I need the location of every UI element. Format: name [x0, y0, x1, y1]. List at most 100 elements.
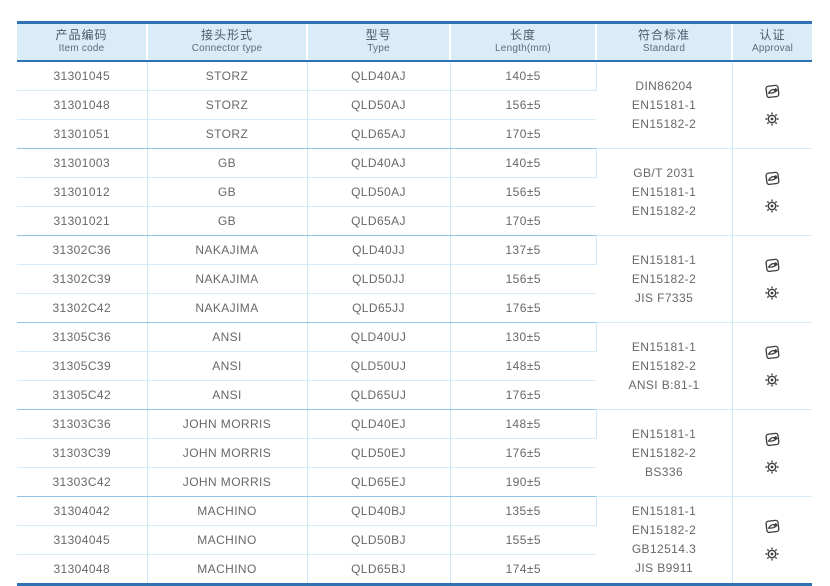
table-header: 产品编码 Item code 接头形式 Connector type 型号 Ty…: [17, 22, 812, 62]
cell-item-code: 31301045: [17, 61, 148, 91]
cell-type: QLD65UJ: [307, 380, 451, 410]
header-zh: 接头形式: [200, 28, 253, 42]
wheel-mark-icon: [764, 111, 780, 127]
wheel-mark-icon: [764, 459, 780, 475]
table-row: 31305C39 ANSI QLD50UJ 148±5: [17, 351, 812, 381]
cell-type: QLD65BJ: [307, 554, 451, 585]
cell-length: 176±5: [450, 293, 596, 323]
cell-type: QLD65AJ: [307, 206, 451, 236]
cell-type: QLD50AJ: [307, 177, 451, 207]
table-row: 31301051 STORZ QLD65AJ 170±5: [17, 119, 812, 149]
cell-length: 190±5: [450, 467, 596, 497]
cell-item-code: 31302C39: [17, 264, 148, 294]
cell-approval: [732, 235, 812, 323]
cell-approval: [732, 148, 812, 236]
cell-length: 156±5: [450, 177, 596, 207]
standard-line: EN15182-2: [631, 445, 697, 460]
standard-line: EN15181-1: [631, 252, 697, 267]
cell-connector-type: JOHN MORRIS: [147, 467, 308, 497]
cell-connector-type: NAKAJIMA: [147, 235, 308, 265]
standard-line: EN15182-2: [631, 116, 697, 131]
cell-connector-type: STORZ: [147, 90, 308, 120]
cell-type: QLD50AJ: [307, 90, 451, 120]
cell-standards: EN15181-1 EN15182-2 GB12514.3 JIS B9911: [596, 496, 733, 585]
standard-line: BS336: [644, 464, 684, 479]
approval-icons: [733, 431, 813, 475]
standard-line: ANSI B:81-1: [628, 377, 700, 392]
cell-connector-type: GB: [147, 148, 308, 178]
col-header-approval: 认证 Approval: [731, 22, 812, 62]
cell-length: 148±5: [450, 351, 596, 381]
product-spec-table: 产品编码 Item code 接头形式 Connector type 型号 Ty…: [17, 21, 812, 586]
cell-type: QLD50BJ: [307, 525, 451, 555]
table-row: 31305C42 ANSI QLD65UJ 176±5: [17, 380, 812, 410]
table-row: 31301048 STORZ QLD50AJ 156±5: [17, 90, 812, 120]
cell-item-code: 31301051: [17, 119, 148, 149]
cell-connector-type: STORZ: [147, 119, 308, 149]
table-row: 31301012 GB QLD50AJ 156±5: [17, 177, 812, 207]
cell-connector-type: MACHINO: [147, 554, 308, 585]
standard-line: JIS F7335: [634, 290, 694, 305]
certification-stamp-icon: [763, 83, 782, 100]
cell-type: QLD40JJ: [307, 235, 451, 265]
cell-approval: [732, 496, 812, 585]
cell-type: QLD40BJ: [307, 496, 451, 526]
standard-line: EN15182-2: [631, 523, 697, 537]
table-row: 31304042 MACHINO QLD40BJ 135±5 EN15181-1…: [17, 496, 812, 585]
cell-approval: [732, 61, 812, 149]
cell-length: 176±5: [450, 380, 596, 410]
cell-item-code: 31301012: [17, 177, 148, 207]
header-en: Item code: [58, 43, 105, 54]
header-en: Approval: [751, 43, 794, 54]
standard-line: EN15182-2: [631, 271, 697, 286]
cell-length: 137±5: [450, 235, 597, 265]
cell-connector-type: GB: [147, 206, 308, 236]
standard-line: GB/T 2031: [633, 165, 695, 180]
cell-item-code: 31303C39: [17, 438, 148, 468]
cell-connector-type: NAKAJIMA: [147, 264, 308, 294]
cell-connector-type: ANSI: [147, 351, 308, 381]
col-header-connector-type: 接头形式 Connector type: [146, 22, 307, 62]
cell-length: 156±5: [450, 264, 596, 294]
cell-item-code: 31304042: [17, 496, 148, 526]
cell-length: 170±5: [450, 119, 596, 149]
cell-item-code: 31303C42: [17, 467, 148, 497]
cell-connector-type: ANSI: [147, 322, 308, 352]
header-zh: 产品编码: [55, 28, 108, 42]
table-row: 31303C36 JOHN MORRIS QLD40EJ 148±5 EN151…: [17, 409, 812, 497]
cell-item-code: 31303C36: [17, 409, 148, 439]
cell-type: QLD40AJ: [307, 61, 451, 91]
cell-length: 170±5: [450, 206, 596, 236]
header-en: Standard: [642, 43, 686, 54]
cell-standards: DIN86204 EN15181-1 EN15182-2: [596, 61, 733, 149]
table-row: 31302C36 NAKAJIMA QLD40JJ 137±5 EN15181-…: [17, 235, 812, 323]
cell-length: 148±5: [450, 409, 597, 439]
approval-icons: [733, 344, 813, 388]
cell-item-code: 31301003: [17, 148, 148, 178]
wheel-mark-icon: [764, 546, 780, 562]
standard-line: EN15181-1: [631, 97, 697, 112]
cell-connector-type: STORZ: [147, 61, 308, 91]
cell-item-code: 31302C42: [17, 293, 148, 323]
cell-connector-type: JOHN MORRIS: [147, 438, 308, 468]
table-row: 31304045 MACHINO QLD50BJ 155±5: [17, 525, 812, 555]
standard-line: EN15181-1: [631, 184, 697, 199]
table-row: 31303C42 JOHN MORRIS QLD65EJ 190±5: [17, 467, 812, 497]
cell-connector-type: MACHINO: [147, 525, 308, 555]
table-body: 31301045 STORZ QLD40AJ 140±5 DIN86204 EN1…: [17, 61, 812, 585]
header-en: Type: [367, 43, 390, 54]
cell-standards: EN15181-1 EN15182-2 JIS F7335: [596, 235, 733, 323]
standard-line: DIN86204: [635, 78, 693, 93]
wheel-mark-icon: [764, 198, 780, 214]
cell-connector-type: GB: [147, 177, 308, 207]
cell-length: 140±5: [450, 148, 597, 178]
cell-connector-type: NAKAJIMA: [147, 293, 308, 323]
standard-line: EN15181-1: [631, 504, 697, 518]
table-row: 31303C39 JOHN MORRIS QLD50EJ 176±5: [17, 438, 812, 468]
cell-standards: GB/T 2031 EN15181-1 EN15182-2: [596, 148, 733, 236]
cell-length: 155±5: [450, 525, 596, 555]
col-header-item-code: 产品编码 Item code: [17, 22, 147, 62]
table-row: 31302C42 NAKAJIMA QLD65JJ 176±5: [17, 293, 812, 323]
table-row: 31301021 GB QLD65AJ 170±5: [17, 206, 812, 236]
